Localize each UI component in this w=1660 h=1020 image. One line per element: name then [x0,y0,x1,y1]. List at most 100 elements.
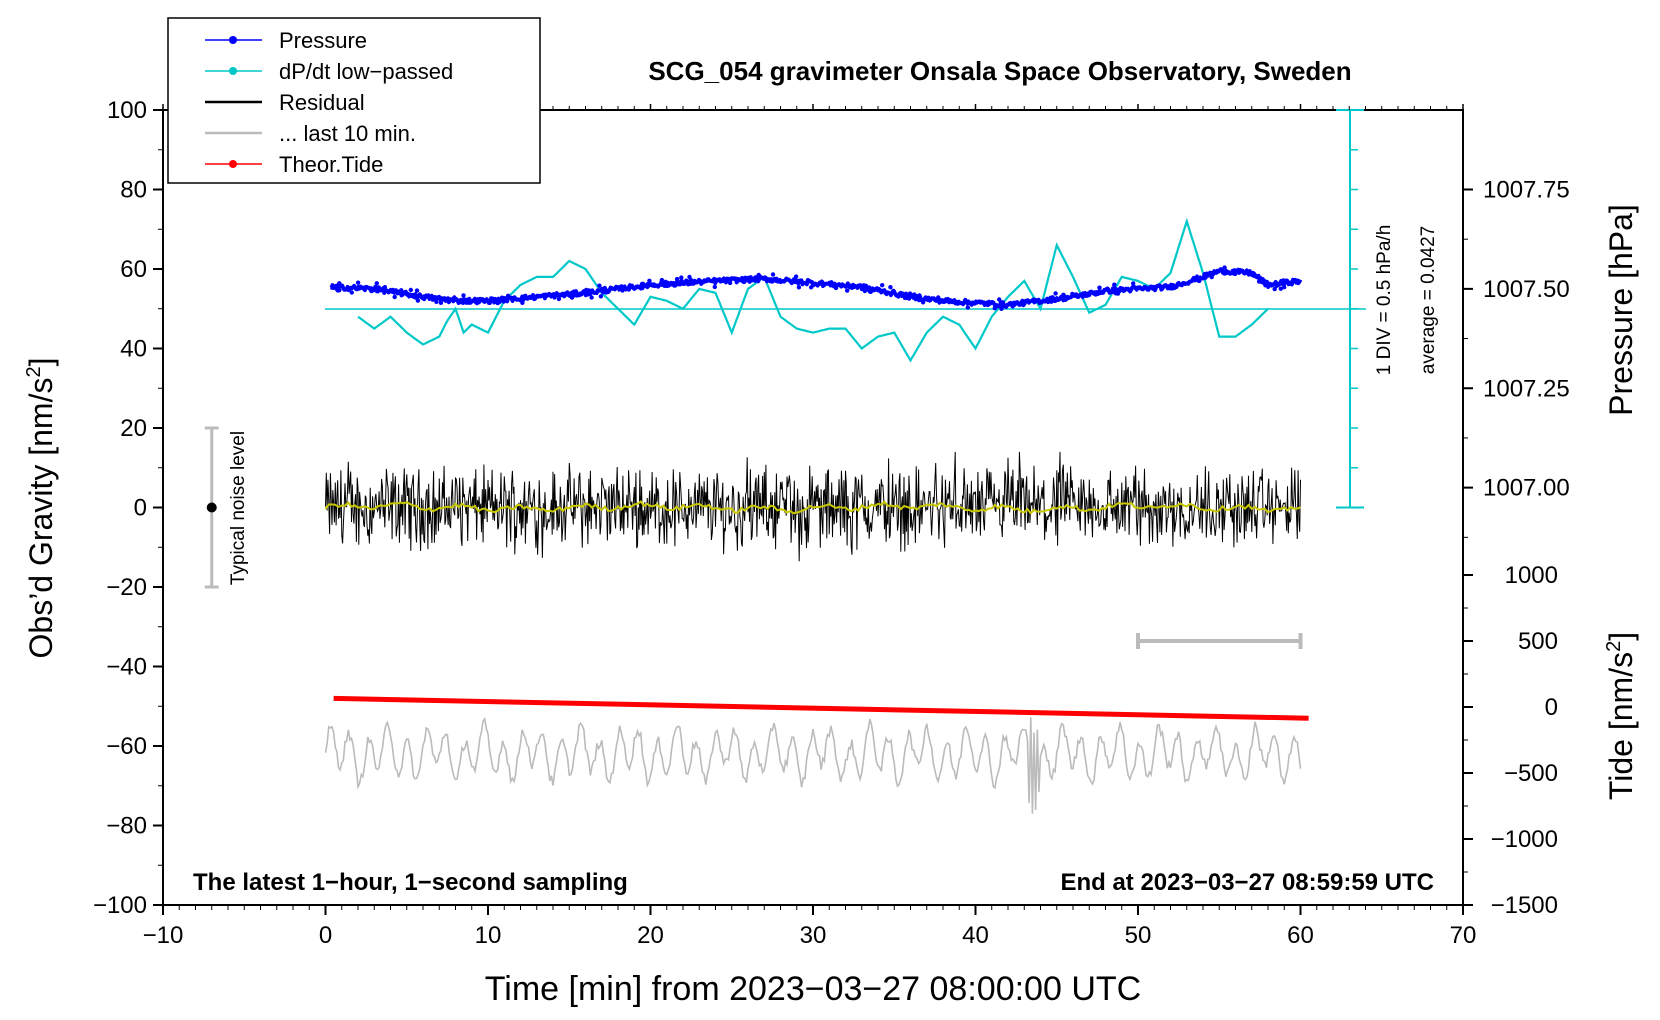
pressure-point [627,284,632,289]
pressure-point [674,276,680,282]
pressure-point [415,298,421,303]
y-axis-tide: 1000 500 0 −500 −1000 −1500 [1463,562,1558,919]
tide-tick-label: 0 [1545,694,1558,721]
legend-label: Pressure [279,28,367,53]
pressure-point [912,292,917,297]
y-axis-left-title-close: ] [23,358,59,367]
pressure-point [597,283,602,288]
tide-tick-label: 1000 [1505,562,1558,589]
legend-marker [229,160,237,168]
x-tick-label: −10 [143,922,184,949]
y-tick-label: −40 [106,654,147,681]
y-axis-left: 100 80 60 40 20 0 −20 −40 −60 −80 −100 [93,97,163,919]
x-tick-label: 70 [1450,922,1477,949]
pressure-point [992,306,997,311]
pressure-point [1113,291,1119,296]
y-tick-label: 0 [134,495,147,522]
pressure-point [940,298,945,304]
pressure-point [965,305,970,310]
pressure-point [808,285,814,290]
y-axis-pressure: 1007.75 1007.50 1007.25 1007.00 [1463,177,1570,538]
pressure-point [1281,278,1286,283]
series-residual-smoothed [324,500,1301,515]
pressure-point [1197,278,1202,284]
tide-tick-label: 500 [1518,628,1558,655]
pressure-point [452,295,457,300]
pressure-point [727,280,733,286]
pressure-point [862,288,867,294]
pressure-tick-label: 1007.00 [1483,475,1570,502]
y-axis-tide-title-close: ] [1603,632,1639,641]
y-axis-left-title: Obs’d Gravity [nm/s2] [23,358,59,659]
pressure-point [999,306,1004,311]
pressure-point [753,275,758,280]
pressure-point [793,274,799,279]
pressure-point [791,279,797,284]
pressure-point [369,288,374,294]
pressure-tick-label: 1007.50 [1483,276,1570,303]
pressure-point [376,285,381,291]
pressure-point [917,293,922,298]
series-tide [333,695,1309,721]
pressure-point [756,272,761,278]
y-axis-tide-title-text: Tide [nm/s [1603,652,1639,800]
pressure-point [395,291,400,296]
legend-label: dP/dt low−passed [279,59,453,84]
pressure-point [602,285,607,291]
pressure-point [505,293,511,298]
x-tick-label: 60 [1287,922,1314,949]
chart-title: SCG_054 gravimeter Onsala Space Observat… [648,56,1351,86]
y-tick-label: −60 [106,733,147,760]
y-tick-label: 60 [120,256,147,283]
pressure-tick-label: 1007.75 [1483,177,1570,204]
legend-marker [229,67,237,75]
pressure-point [1131,281,1136,286]
pressure-point [805,278,811,283]
pressure-point [373,284,378,290]
pressure-point [675,282,681,287]
pressure-point [845,288,850,293]
pressure-point [770,278,776,283]
x-axis-title: Time [min] from 2023−03−27 08:00:00 UTC [485,970,1141,1008]
x-axis: −10 0 10 20 30 40 50 60 70 [143,104,1477,949]
pressure-point [489,296,494,301]
pressure-point [891,288,896,294]
pressure-point [796,279,801,285]
pressure-point [589,295,594,300]
y-tick-label: 100 [107,97,147,124]
pressure-point [770,272,776,277]
pressure-point [1278,286,1284,291]
pressure-point [880,283,885,288]
pressure-point [493,299,498,304]
x-tick-label: 0 [319,922,332,949]
pressure-point [936,295,941,300]
pressure-point [997,297,1002,302]
y-tick-label: 20 [120,415,147,442]
pressure-point [337,281,342,286]
pressure-tick-label: 1007.25 [1483,375,1570,402]
pressure-point [382,285,388,290]
pressure-point [598,294,604,299]
pressure-point [867,289,873,294]
x-tick-label: 40 [962,922,989,949]
pressure-point [411,293,416,298]
pressure-point [833,285,839,291]
pressure-point [872,287,878,292]
pressure-point [1289,280,1295,285]
pressure-point [1231,269,1237,275]
last10-interval-bar [1136,633,1303,649]
pressure-point [640,285,645,291]
dpdt-scale-bar [1336,109,1364,509]
series-residual [325,451,1301,562]
tide-tick-label: −500 [1504,760,1558,787]
pressure-point [908,291,913,297]
pressure-point [966,299,971,305]
pressure-point [355,280,361,285]
pressure-point [414,288,420,293]
pressure-point [569,295,575,300]
y-tick-label: −100 [93,892,147,919]
y-axis-left-title-sup: 2 [23,366,45,377]
pressure-point [1053,291,1058,296]
x-tick-label: 30 [800,922,827,949]
bottom-right-note: End at 2023−03−27 08:59:59 UTC [1060,869,1434,896]
